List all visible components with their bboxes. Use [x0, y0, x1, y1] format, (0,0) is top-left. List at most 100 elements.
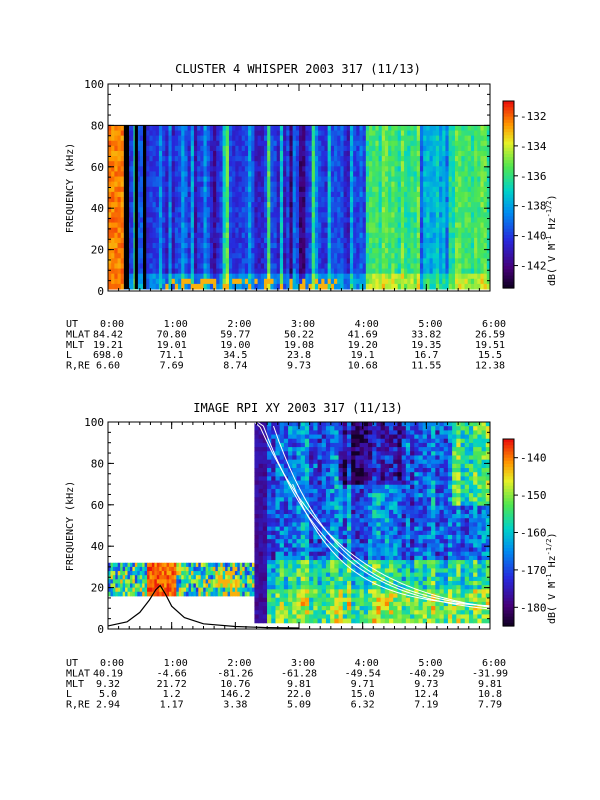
spectrogram-cell — [258, 589, 264, 595]
spectrogram-cell — [372, 161, 376, 167]
spectrogram-cell — [330, 176, 335, 183]
spectrogram-cell — [311, 130, 316, 137]
spectrogram-cell — [369, 140, 373, 147]
spectrogram-cell — [365, 253, 370, 259]
spectrogram-cell — [276, 268, 281, 275]
spectrogram-cell — [263, 171, 268, 178]
spectrogram-cell — [391, 130, 395, 137]
spectrogram-cell — [324, 166, 329, 172]
spectrogram-cell — [117, 171, 122, 178]
spectrogram-cell — [283, 597, 289, 603]
spectrogram-cell — [267, 434, 272, 440]
ephemeris-value: 6.60 — [96, 361, 120, 372]
spectrogram-cell — [454, 125, 459, 132]
spectrogram-cell — [122, 562, 126, 568]
spectrogram-cell — [340, 258, 345, 264]
spectrogram-cell — [432, 253, 437, 259]
spectrogram-cell — [327, 135, 332, 142]
spectrogram-cell — [254, 509, 260, 515]
spectrogram-cell — [227, 579, 231, 584]
spectrogram-cell — [311, 207, 316, 213]
spectrogram-cell — [381, 242, 386, 249]
spectrogram-cell — [232, 242, 236, 249]
spectrogram-cell — [244, 283, 249, 290]
spectrogram-cell — [349, 161, 354, 167]
spectrogram-cell — [149, 150, 154, 157]
spectrogram-cell — [343, 217, 348, 224]
spectrogram-cell — [244, 140, 249, 147]
spectrogram-cell — [241, 186, 246, 193]
spectrogram-cell — [238, 171, 243, 178]
spectrogram-cell — [474, 283, 478, 290]
spectrogram-cell — [275, 509, 281, 515]
spectrogram-cell — [117, 186, 122, 193]
spectrogram-cell — [429, 242, 434, 249]
spectrogram-cell — [190, 145, 195, 152]
spectrogram-cell — [139, 202, 144, 208]
spectrogram-cell — [308, 217, 313, 224]
spectrogram-cell — [241, 237, 246, 244]
spectrogram-cell — [193, 237, 198, 244]
spectrogram-cell — [275, 593, 281, 599]
spectrogram-cell — [286, 125, 290, 132]
spectrogram-cell — [166, 579, 170, 584]
spectrogram-cell — [410, 248, 415, 254]
spectrogram-cell — [279, 526, 285, 532]
spectrogram-cell — [283, 488, 289, 494]
ephemeris-value: 19.20 — [348, 340, 378, 351]
spectrogram-cell — [445, 135, 450, 142]
spectrogram-cell — [270, 196, 275, 203]
spectrogram-cell — [404, 202, 408, 208]
spectrogram-cell — [416, 186, 421, 193]
spectrogram-cell — [260, 156, 265, 162]
spectrogram-cell — [286, 186, 290, 193]
spectrogram-cell — [152, 140, 157, 147]
spectrogram-cell — [343, 222, 348, 229]
spectrogram-cell — [314, 186, 319, 193]
spectrogram-cell — [149, 140, 154, 147]
spectrogram-cell — [134, 562, 138, 568]
spectrogram-cell — [146, 237, 150, 244]
spectrogram-cell — [467, 125, 472, 132]
spectrogram-cell — [258, 534, 264, 540]
spectrogram-cell — [423, 176, 427, 183]
spectrogram-cell — [249, 587, 253, 593]
spectrogram-cell — [241, 212, 246, 218]
spectrogram-cell — [318, 140, 322, 147]
spectrogram-cell — [276, 191, 281, 198]
spectrogram-cell — [349, 191, 354, 198]
spectrogram-cell — [283, 484, 289, 490]
spectrogram-cell — [258, 526, 264, 532]
spectrogram-cell — [349, 253, 354, 259]
spectrogram-cell — [154, 571, 158, 576]
spectrogram-cell — [454, 150, 459, 157]
ut-tick-label: 5:00 — [418, 319, 442, 330]
spectrogram-cell — [407, 232, 411, 239]
colorbar-cell — [503, 150, 514, 155]
spectrogram-cell — [220, 591, 224, 597]
spectrogram-cell — [451, 227, 456, 234]
spectrogram-cell — [208, 571, 212, 576]
spectrogram-cell — [271, 476, 276, 482]
spectrogram-cell — [346, 278, 351, 285]
spectrogram-cell — [161, 571, 165, 576]
spectrogram-cell — [203, 566, 207, 572]
spectrogram-cell — [381, 191, 386, 198]
spectrogram-cell — [271, 455, 276, 461]
spectrogram-cell — [378, 181, 383, 188]
spectrogram-cell — [162, 130, 166, 137]
spectrogram-cell — [222, 263, 227, 270]
spectrogram-cell — [193, 248, 198, 254]
spectrogram-cell — [260, 283, 265, 290]
spectrogram-cell — [258, 614, 264, 620]
spectrogram-cell — [289, 222, 294, 229]
spectrogram-cell — [388, 140, 392, 147]
spectrogram-cell — [208, 587, 212, 593]
spectrogram-cell — [388, 196, 392, 203]
spectrogram-cell — [273, 222, 278, 229]
spectrogram-cell — [464, 207, 469, 213]
spectrogram-cell — [165, 156, 169, 162]
spectrogram-cell — [260, 222, 265, 229]
spectrogram-cell — [407, 171, 411, 178]
spectrogram-cell — [213, 186, 217, 193]
